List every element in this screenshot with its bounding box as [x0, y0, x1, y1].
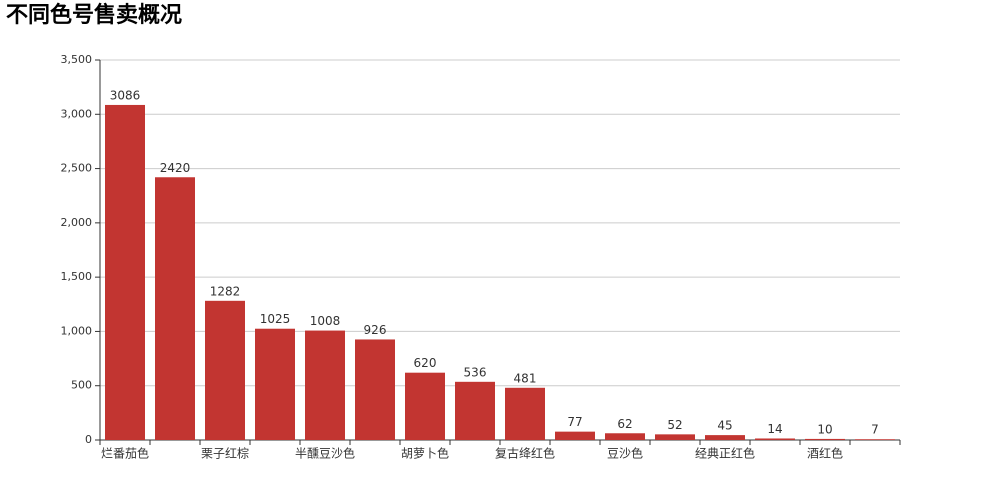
value-label: 45 [717, 419, 732, 433]
bar [305, 330, 345, 440]
value-label: 2420 [160, 161, 191, 175]
value-label: 620 [414, 356, 437, 370]
x-tick-label: 半醺豆沙色 [295, 446, 355, 461]
value-label: 1008 [310, 314, 341, 328]
x-tick-label: 经典正红色 [695, 446, 755, 461]
bar [405, 372, 445, 440]
bar [555, 431, 595, 440]
bar [355, 339, 395, 440]
value-label: 481 [514, 371, 537, 385]
x-tick-label: 烂番茄色 [101, 447, 149, 461]
y-tick-label: 0 [85, 433, 92, 446]
bar [805, 438, 845, 440]
y-tick-label: 2,500 [61, 162, 93, 175]
x-tick-label: 酒红色 [807, 446, 843, 461]
y-tick-label: 500 [71, 379, 92, 392]
y-tick-label: 3,000 [61, 107, 93, 120]
bar [655, 434, 695, 440]
value-label: 77 [567, 415, 582, 429]
y-tick-label: 3,500 [61, 53, 93, 66]
x-tick-label: 胡萝卜色 [401, 447, 449, 461]
value-label: 7 [871, 423, 879, 437]
y-tick-label: 1,000 [61, 324, 93, 337]
chart-title: 不同色号售卖概况 [6, 2, 182, 28]
bar [605, 433, 645, 440]
bar [155, 177, 195, 440]
bar [705, 435, 745, 440]
bar [755, 438, 795, 440]
x-tick-label: 栗子红棕 [201, 446, 249, 461]
value-label: 536 [464, 365, 487, 379]
value-label: 3086 [110, 88, 141, 102]
value-label: 52 [667, 418, 682, 432]
bar [105, 104, 145, 440]
value-label: 1025 [260, 312, 291, 326]
y-tick-label: 1,500 [61, 270, 93, 283]
value-label: 926 [364, 323, 387, 337]
value-label: 1282 [210, 284, 241, 298]
value-label: 14 [767, 422, 782, 436]
value-label: 62 [617, 417, 632, 431]
y-tick-label: 2,000 [61, 216, 93, 229]
bar [205, 300, 245, 440]
x-tick-label: 豆沙色 [607, 447, 643, 461]
bar [505, 387, 545, 440]
bar [455, 381, 495, 440]
value-label: 10 [817, 422, 832, 436]
bar [255, 328, 295, 440]
bar [855, 439, 895, 440]
x-tick-label: 复古绛红色 [495, 446, 555, 461]
